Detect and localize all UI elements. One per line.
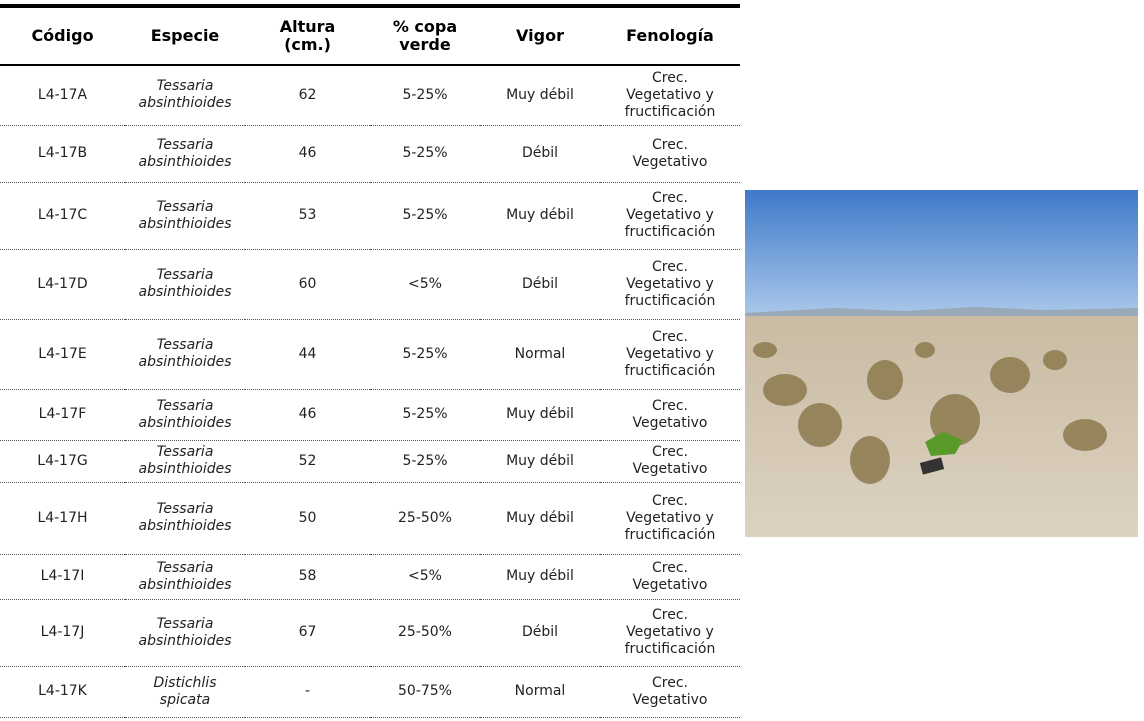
column-header: Altura (cm.)	[245, 4, 370, 66]
table-cell: 60	[245, 249, 370, 320]
table-cell: Normal	[480, 319, 600, 390]
table-cell: Crec. Vegetativo	[600, 440, 740, 483]
table-row: L4-17G Tessaria absinthioides 52 5-25% Muy d…	[0, 440, 740, 483]
table-cell: 44	[245, 319, 370, 390]
table-cell: Muy débil	[480, 182, 600, 250]
table-cell: Tessaria absinthioides	[125, 65, 245, 126]
table-cell: 5-25%	[370, 319, 480, 390]
table-cell: L4-17K	[0, 666, 125, 718]
table-cell: L4-17D	[0, 249, 125, 320]
table-cell: 53	[245, 182, 370, 250]
table-cell: Crec. Vegetativo y fructificación	[600, 319, 740, 390]
table-row: L4-17E Tessaria absinthioides 44 5-25% Norma…	[0, 319, 740, 390]
table-cell: L4-17F	[0, 389, 125, 441]
table-row: L4-17F Tessaria absinthioides 46 5-25% Muy d…	[0, 389, 740, 441]
table-cell: 5-25%	[370, 65, 480, 126]
table-cell: Crec. Vegetativo	[600, 666, 740, 718]
table-cell: Tessaria absinthioides	[125, 440, 245, 483]
column-header: Especie	[125, 4, 245, 66]
table-cell: Tessaria absinthioides	[125, 599, 245, 667]
table-cell: L4-17B	[0, 125, 125, 183]
table-cell: Normal	[480, 666, 600, 718]
table-cell: Muy débil	[480, 440, 600, 483]
table-cell: Crec. Vegetativo y fructificación	[600, 249, 740, 320]
table-cell: L4-17I	[0, 554, 125, 600]
table-cell: Tessaria absinthioides	[125, 389, 245, 441]
table-cell: Crec. Vegetativo y fructificación	[600, 599, 740, 667]
field-photo	[745, 190, 1138, 537]
table-cell: 25-50%	[370, 599, 480, 667]
table-cell: Crec. Vegetativo y fructificación	[600, 65, 740, 126]
table-cell: Distichlis spicata	[125, 666, 245, 718]
table-cell: Tessaria absinthioides	[125, 182, 245, 250]
table-cell: Débil	[480, 125, 600, 183]
table-row: L4-17B Tessaria absinthioides 46 5-25% Débil…	[0, 125, 740, 183]
table-cell: Muy débil	[480, 554, 600, 600]
table-cell: Tessaria absinthioides	[125, 125, 245, 183]
table-cell: 50-75%	[370, 666, 480, 718]
column-header: Fenología	[600, 4, 740, 66]
table-cell: 5-25%	[370, 182, 480, 250]
table-cell: L4-17C	[0, 182, 125, 250]
table-cell: Tessaria absinthioides	[125, 482, 245, 555]
table-row: L4-17I Tessaria absinthioides 58 <5% Muy déb…	[0, 554, 740, 600]
table-cell: 50	[245, 482, 370, 555]
column-header: % copa verde	[370, 4, 480, 66]
table-cell: Tessaria absinthioides	[125, 319, 245, 390]
table-cell: Muy débil	[480, 482, 600, 555]
table-cell: L4-17A	[0, 65, 125, 126]
table-cell: Muy débil	[480, 65, 600, 126]
table-cell: L4-17E	[0, 319, 125, 390]
table-cell: -	[245, 666, 370, 718]
table-cell: Tessaria absinthioides	[125, 249, 245, 320]
table-cell: 25-50%	[370, 482, 480, 555]
table-cell: 58	[245, 554, 370, 600]
table-row: L4-17D Tessaria absinthioides 60 <5% Débil Cr…	[0, 249, 740, 320]
table-row: L4-17C Tessaria absinthioides 53 5-25% Muy d…	[0, 182, 740, 250]
column-header: Código	[0, 4, 125, 66]
table-cell: Muy débil	[480, 389, 600, 441]
data-table: Código Especie Altura (cm.)% copa verde Vig…	[0, 4, 740, 718]
table-cell: <5%	[370, 554, 480, 600]
table-cell: 46	[245, 389, 370, 441]
table-cell: Débil	[480, 249, 600, 320]
table-row: L4-17J Tessaria absinthioides 67 25-50% Débi…	[0, 599, 740, 667]
table-cell: Crec. Vegetativo	[600, 125, 740, 183]
table-cell: L4-17H	[0, 482, 125, 555]
table-cell: 5-25%	[370, 440, 480, 483]
table-cell: Tessaria absinthioides	[125, 554, 245, 600]
table-cell: L4-17G	[0, 440, 125, 483]
table-body: L4-17A Tessaria absinthioides 62 5-25% Muy d…	[0, 65, 740, 718]
table-cell: 5-25%	[370, 389, 480, 441]
table-row: L4-17A Tessaria absinthioides 62 5-25% Muy d…	[0, 65, 740, 126]
table-cell: Débil	[480, 599, 600, 667]
table-cell: <5%	[370, 249, 480, 320]
table-cell: 62	[245, 65, 370, 126]
column-header: Vigor	[480, 4, 600, 66]
table-cell: L4-17J	[0, 599, 125, 667]
table-cell: Crec. Vegetativo	[600, 389, 740, 441]
table-cell: Crec. Vegetativo y fructificación	[600, 482, 740, 555]
table-cell: 52	[245, 440, 370, 483]
table-cell: Crec. Vegetativo	[600, 554, 740, 600]
table-cell: 67	[245, 599, 370, 667]
table-cell: 46	[245, 125, 370, 183]
table-row: L4-17H Tessaria absinthioides 50 25-50% Muy …	[0, 482, 740, 555]
table-row: L4-17K Distichlis spicata -50-75% Normal Cre…	[0, 666, 740, 718]
header-row: Código Especie Altura (cm.)% copa verde Vig…	[0, 4, 740, 66]
table-cell: 5-25%	[370, 125, 480, 183]
table-cell: Crec. Vegetativo y fructificación	[600, 182, 740, 250]
